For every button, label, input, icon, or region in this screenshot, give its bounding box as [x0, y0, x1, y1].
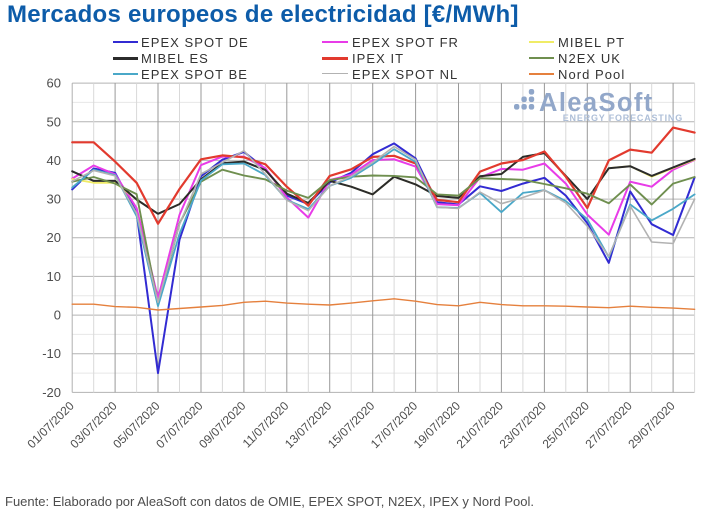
svg-text:40: 40 [47, 153, 61, 168]
svg-text:ENERGY FORECASTING: ENERGY FORECASTING [563, 113, 683, 123]
svg-text:60: 60 [47, 76, 61, 91]
svg-text:20: 20 [47, 230, 61, 245]
svg-text:AleaSoft: AleaSoft [539, 89, 654, 117]
svg-text:0: 0 [54, 308, 61, 323]
svg-text:50: 50 [47, 114, 61, 129]
svg-text:10: 10 [47, 269, 61, 284]
svg-text:-10: -10 [42, 346, 61, 361]
svg-text:30: 30 [47, 192, 61, 207]
svg-text:-20: -20 [42, 385, 61, 400]
svg-text:29/07/2020: 29/07/2020 [625, 398, 678, 451]
svg-text:09/07/2020: 09/07/2020 [196, 398, 249, 451]
